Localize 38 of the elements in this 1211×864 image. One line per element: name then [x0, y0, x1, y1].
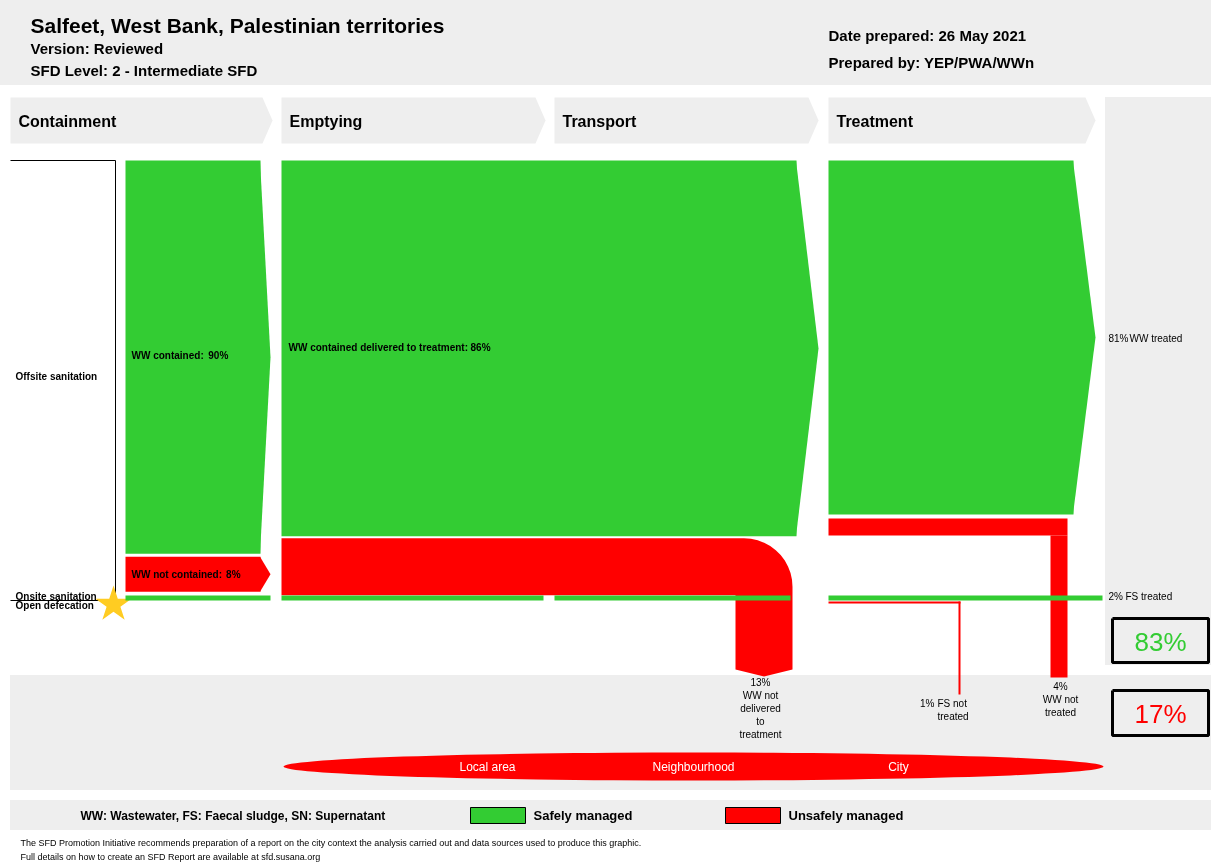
series-label: WW contained delivered to treatment: — [288, 342, 468, 353]
text: WW not delivered to treatment — [739, 690, 782, 740]
text: Onsite sanitation — [15, 591, 97, 602]
text: Full details on how to create an SFD Report are available at sfd.susana.org — [20, 851, 321, 862]
text: City — [888, 759, 909, 774]
text: Transport — [562, 113, 637, 130]
text: Neighbourhood — [652, 759, 735, 774]
text: 83% — [1134, 626, 1187, 657]
legend-label: Safely managed — [533, 808, 633, 823]
text: 2% — [1108, 591, 1124, 602]
text: 1% — [920, 698, 935, 709]
text: Prepared by: YEP/PWA/WWn — [828, 54, 1035, 71]
text: Offsite sanitation — [15, 371, 98, 382]
text: 13% — [750, 677, 771, 688]
text: WW: Wastewater, FS: Faecal sludge, SN: Supernatant — [80, 808, 386, 823]
data-label: 90% — [208, 350, 229, 361]
text: 17% — [1134, 699, 1187, 729]
data-label: 8% — [226, 568, 241, 580]
text: The SFD Promotion Initiative recommends preparation of a report on the city context the analysis carried out and data sources used to produce this graphic. — [20, 837, 642, 848]
series-label: WW not contained: — [131, 568, 223, 580]
text: SFD Level: 2 - Intermediate SFD — [30, 62, 258, 79]
text: Emptying — [289, 113, 363, 130]
text: WW treated — [1129, 333, 1183, 344]
data-label: 86% — [470, 342, 491, 353]
text: 4% — [1053, 681, 1068, 692]
text: FS treated — [1125, 591, 1173, 602]
text: FS not treated — [937, 698, 969, 722]
text: Containment — [18, 113, 117, 130]
text: 81% — [1108, 333, 1129, 344]
text: Date prepared: 26 May 2021 — [828, 27, 1027, 44]
text: Open defecation — [15, 600, 94, 611]
text: Treatment — [836, 113, 914, 130]
series-label: WW contained: — [131, 350, 204, 361]
text: Local area — [459, 759, 516, 774]
legend-label: Unsafely managed — [788, 808, 904, 823]
text: Salfeet, West Bank, Palestinian territories — [30, 14, 445, 37]
text: WW not treated — [1042, 694, 1079, 718]
text: Version: Reviewed — [30, 40, 164, 57]
